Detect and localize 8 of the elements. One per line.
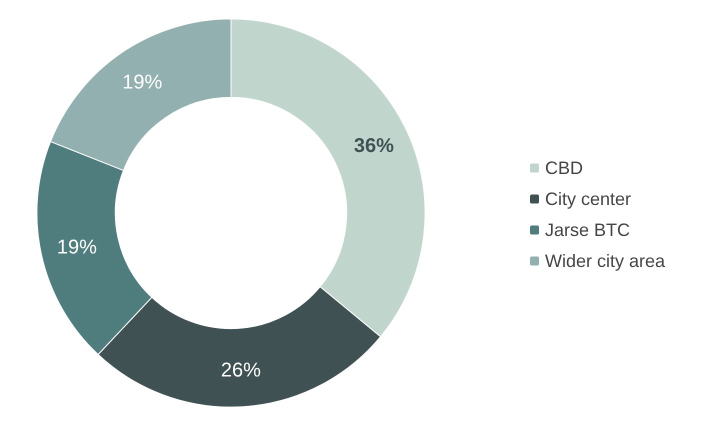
legend-label: Jarse BTC [545,220,630,240]
data-label: 19% [122,71,162,94]
legend-label: Wider city area [545,251,666,271]
data-label: 19% [56,236,98,258]
data-label: 26% [220,360,262,382]
legend-label: City center [545,189,632,209]
legend-label: CBD [545,158,584,178]
data-label: 36% [354,134,394,157]
